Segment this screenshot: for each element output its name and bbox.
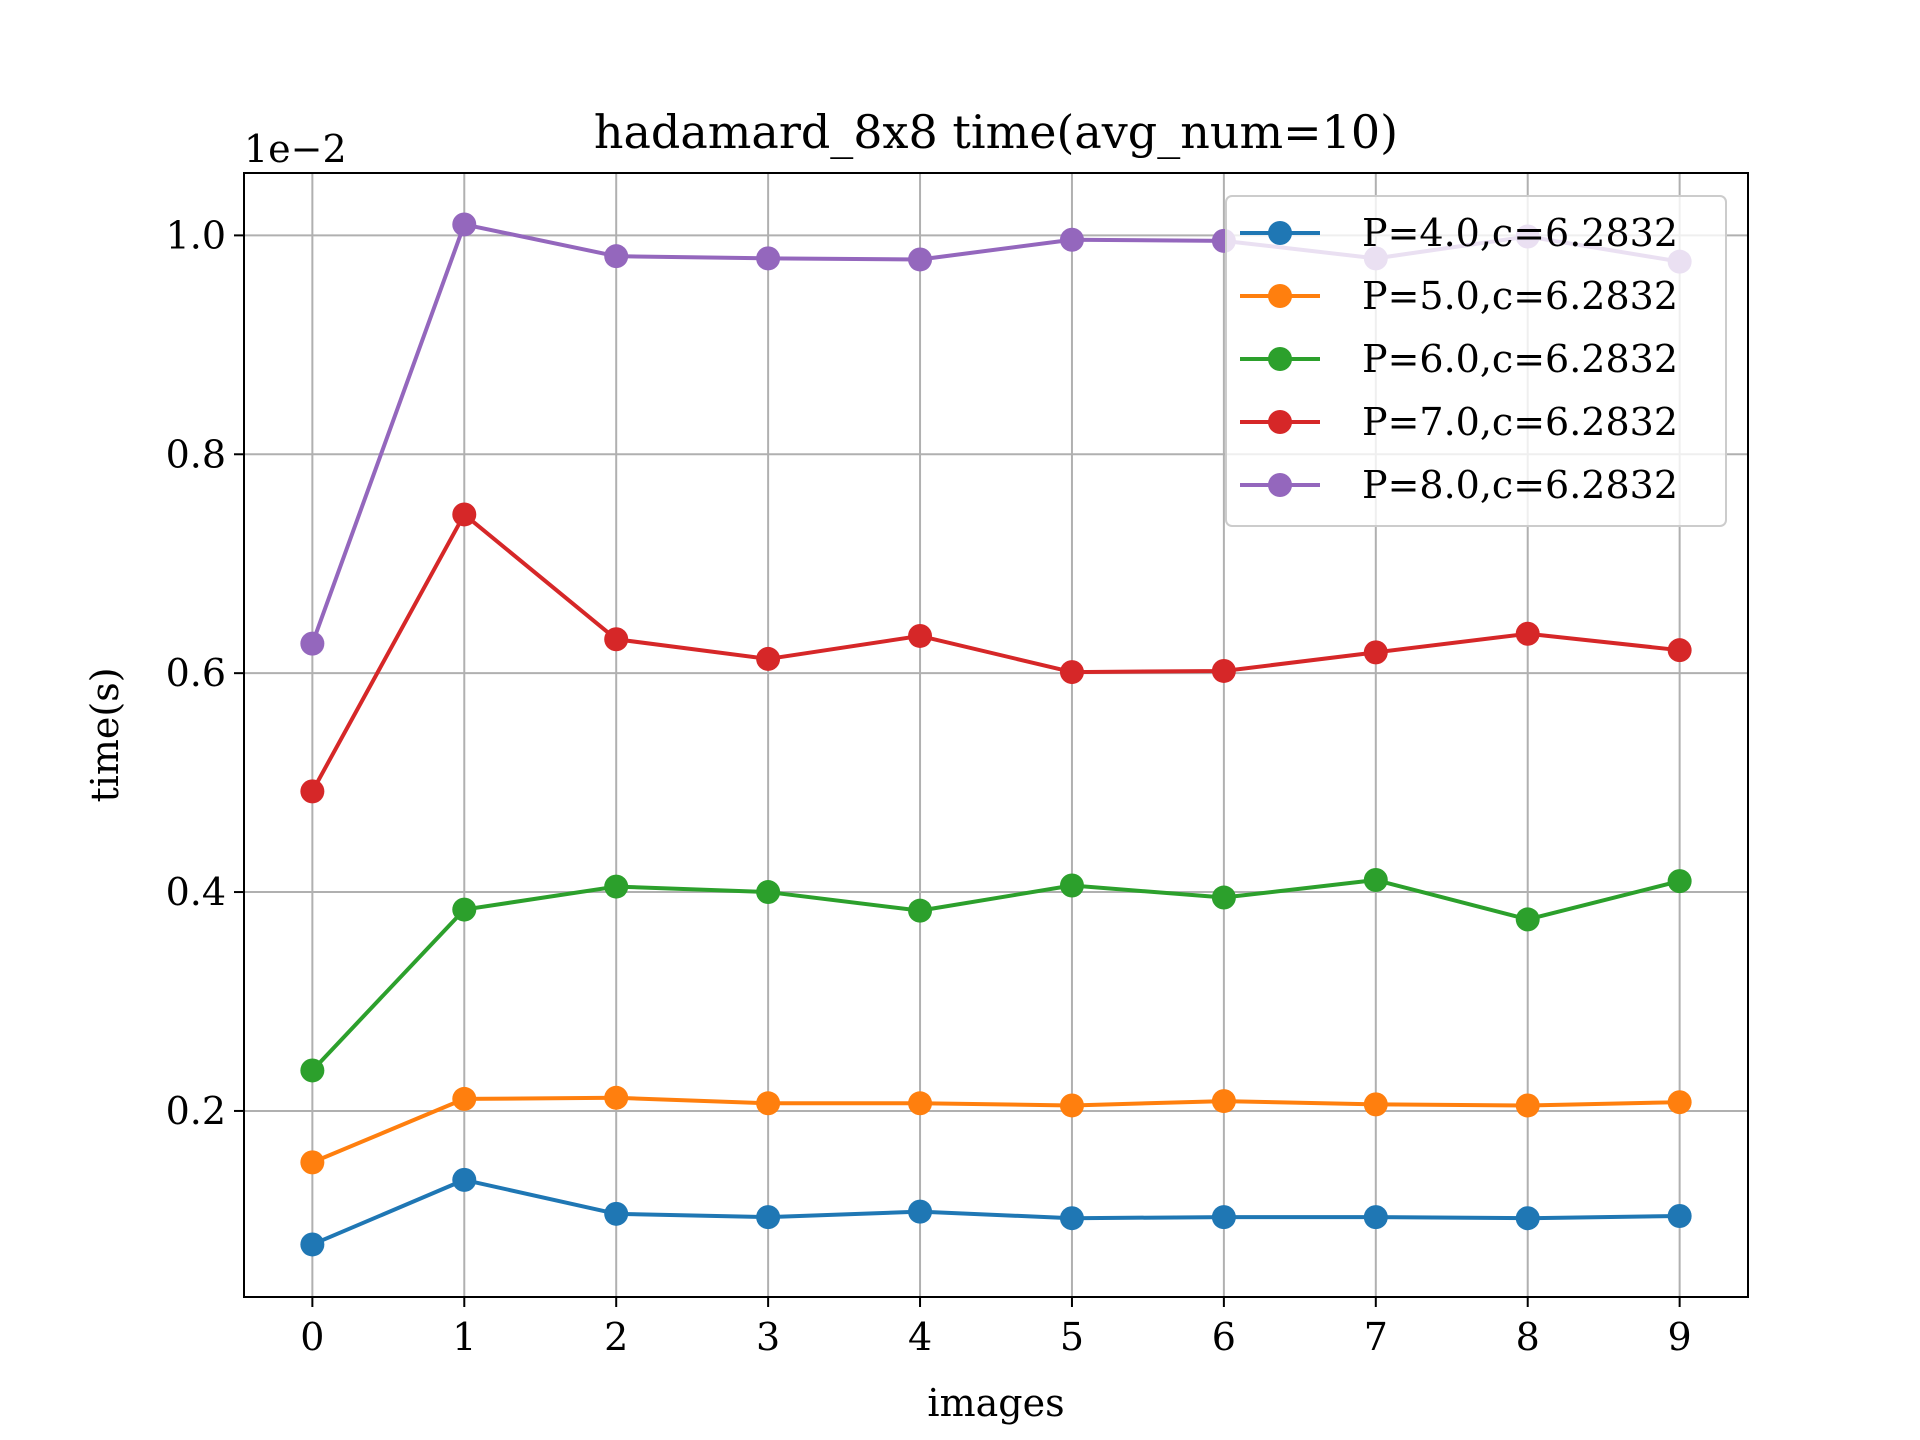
x-tick-label: 9	[1668, 1315, 1692, 1359]
series-line	[311, 1095, 1680, 1165]
y-tick-label: 0.4	[166, 870, 226, 914]
data-point	[908, 1091, 933, 1116]
data-point	[1059, 660, 1084, 685]
x-tick-label: 2	[604, 1315, 628, 1359]
data-point	[452, 897, 477, 922]
data-point	[452, 502, 477, 527]
data-point	[604, 244, 629, 269]
y-tick-label: 0.2	[166, 1089, 226, 1133]
data-point	[1059, 227, 1084, 252]
data-point	[756, 880, 781, 905]
data-point	[300, 779, 325, 804]
x-tick-label: 0	[300, 1315, 324, 1359]
data-point	[300, 1058, 325, 1083]
data-point	[300, 631, 325, 656]
series-2	[300, 1085, 1692, 1175]
data-point	[1211, 1089, 1236, 1114]
legend-item: P=6.0,c=6.2832	[1240, 337, 1678, 381]
data-point	[908, 623, 933, 648]
data-point	[1515, 1206, 1540, 1231]
y-tick-label: 0.6	[166, 651, 226, 695]
data-point	[1211, 1205, 1236, 1230]
data-point	[1667, 638, 1692, 663]
data-point	[756, 1091, 781, 1116]
data-point	[1515, 621, 1540, 646]
plot-frame	[243, 172, 1749, 1298]
data-point	[756, 1205, 781, 1230]
y-axis-ticks: 0.2 0.4 0.6 0.8 1.0	[166, 213, 244, 1133]
data-point	[908, 247, 933, 272]
y-tick-label: 1.0	[166, 213, 226, 257]
legend-label: P=4.0,c=6.2832	[1362, 211, 1678, 255]
chart-title: hadamard_8x8 time(avg_num=10)	[594, 105, 1398, 159]
data-point	[756, 646, 781, 671]
legend-label: P=7.0,c=6.2832	[1362, 400, 1678, 444]
series-line	[310, 878, 1681, 1072]
series-4	[300, 502, 1692, 804]
data-point	[1363, 868, 1388, 893]
legend-box	[1225, 195, 1727, 527]
data-point	[300, 1150, 325, 1175]
data-point	[1363, 1092, 1388, 1117]
data-point	[1515, 907, 1540, 932]
x-tick-label: 3	[756, 1315, 780, 1359]
data-point	[1363, 1205, 1388, 1230]
x-tick-label: 6	[1212, 1315, 1236, 1359]
legend-marker	[1268, 410, 1292, 434]
legend-item: P=4.0,c=6.2832	[1240, 211, 1678, 255]
data-point	[452, 1086, 477, 1111]
series-line	[311, 1177, 1680, 1247]
legend-label: P=5.0,c=6.2832	[1362, 274, 1678, 318]
legend-marker	[1268, 221, 1292, 245]
data-point	[908, 898, 933, 923]
x-tick-label: 4	[908, 1315, 932, 1359]
legend-item: P=7.0,c=6.2832	[1240, 400, 1678, 444]
data-point	[604, 874, 629, 899]
data-point	[604, 1201, 629, 1226]
legend-marker	[1268, 473, 1292, 497]
x-tick-label: 7	[1364, 1315, 1388, 1359]
legend-item: P=8.0,c=6.2832	[1240, 463, 1678, 507]
data-point	[1667, 1204, 1692, 1229]
data-point	[300, 1232, 325, 1257]
data-point	[604, 1085, 629, 1110]
data-point	[1667, 869, 1692, 894]
legend-marker	[1268, 347, 1292, 371]
legend-label: P=8.0,c=6.2832	[1362, 463, 1678, 507]
series-line	[310, 512, 1680, 793]
data-point	[1211, 885, 1236, 910]
x-axis-label: images	[927, 1381, 1064, 1425]
y-tick-label: 0.8	[166, 432, 226, 476]
data-point	[452, 1167, 477, 1192]
data-point	[908, 1199, 933, 1224]
data-point	[1059, 1093, 1084, 1118]
y-offset-label: 1e−2	[244, 127, 347, 171]
series-1	[300, 1167, 1692, 1257]
x-tick-label: 8	[1516, 1315, 1540, 1359]
legend: P=4.0,c=6.2832 P=5.0,c=6.2832 P=6.0,c=6.28…	[1225, 195, 1727, 527]
data-point	[1059, 873, 1084, 898]
series-3	[300, 868, 1692, 1083]
data-point	[1211, 658, 1236, 683]
x-axis-ticks: 0 1 2 3 4 5 6 7 8 9	[300, 1297, 1692, 1359]
y-axis-label: time(s)	[83, 667, 127, 802]
data-point	[452, 212, 477, 237]
data-point	[756, 246, 781, 271]
legend-marker	[1268, 284, 1292, 308]
legend-label: P=6.0,c=6.2832	[1362, 337, 1678, 381]
data-point	[604, 627, 629, 652]
x-tick-label: 5	[1060, 1315, 1084, 1359]
legend-item: P=5.0,c=6.2832	[1240, 274, 1678, 318]
data-point	[1667, 1090, 1692, 1115]
data-point	[1363, 640, 1388, 665]
data-point	[1059, 1206, 1084, 1231]
x-tick-label: 1	[452, 1315, 476, 1359]
data-point	[1515, 1093, 1540, 1118]
